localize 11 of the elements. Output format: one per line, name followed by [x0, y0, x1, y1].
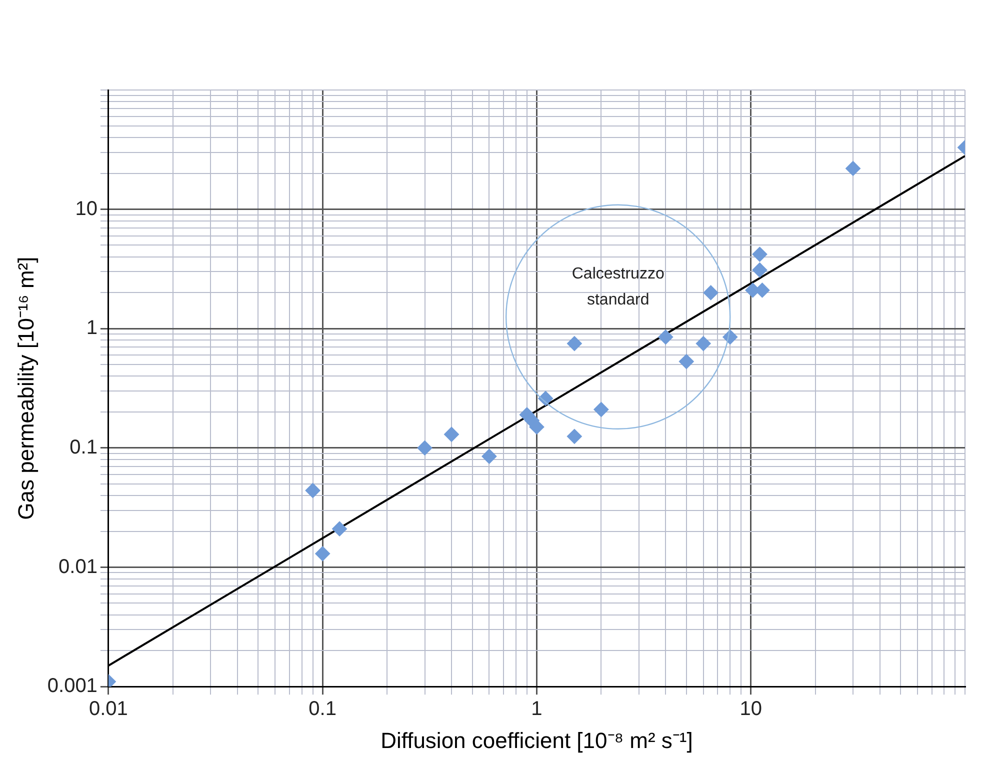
- annotation: Calcestruzzo standard: [572, 265, 664, 308]
- x-tick-label: 0.1: [308, 698, 336, 720]
- y-tick-label: 0.1: [70, 436, 98, 458]
- y-tick-label: 0.01: [58, 556, 98, 578]
- y-axis-title: Gas permeability [10⁻¹⁶ m²]: [13, 256, 38, 520]
- x-axis-title: Diffusion coefficient [10⁻⁸ m² s⁻¹]: [380, 728, 693, 753]
- y-tick-label: 10: [75, 198, 98, 220]
- x-tick-label: 10: [740, 698, 762, 720]
- x-tick-label: 1: [531, 698, 542, 720]
- y-tick-label: 0.001: [47, 675, 98, 698]
- y-tick-label: 1: [86, 317, 98, 340]
